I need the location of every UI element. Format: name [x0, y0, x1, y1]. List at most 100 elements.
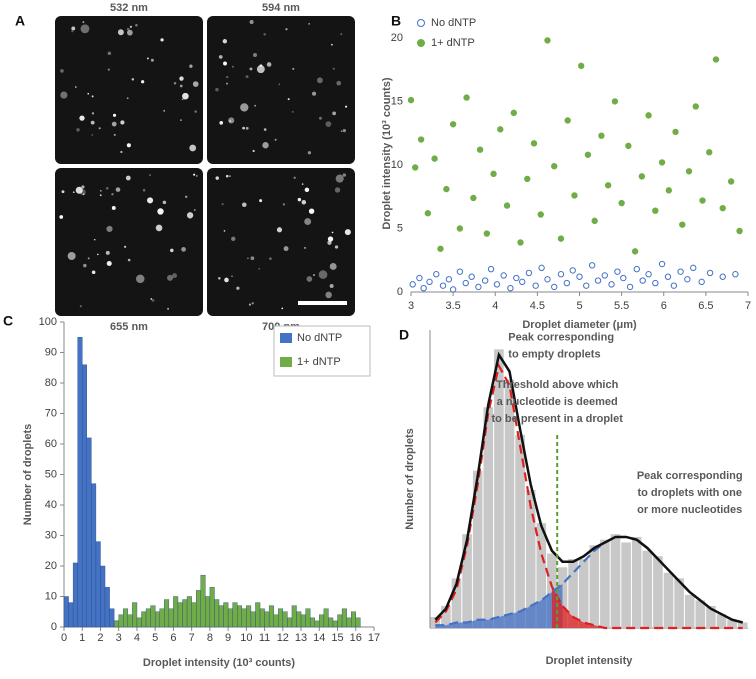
speckle: [194, 110, 197, 113]
x-tick-label: 9: [225, 632, 231, 644]
bar: [504, 379, 515, 628]
point: [677, 268, 684, 275]
legend-swatch: [280, 333, 292, 343]
point: [577, 62, 585, 70]
point: [503, 202, 511, 209]
point: [462, 279, 469, 287]
speckle: [147, 57, 149, 60]
point: [551, 163, 558, 170]
x-tick-label: 6.5: [698, 300, 713, 312]
speckle: [185, 195, 188, 198]
bar: [268, 605, 274, 628]
speckle: [126, 27, 130, 31]
speckle: [120, 120, 125, 125]
speckle: [215, 87, 219, 92]
legend-label: 1+ dNTP: [431, 37, 475, 49]
speckle: [105, 250, 110, 255]
point: [513, 274, 520, 282]
speckle: [332, 67, 335, 70]
bar: [296, 611, 302, 628]
point: [679, 221, 686, 228]
speckle: [331, 231, 334, 234]
panel-label: C: [3, 313, 13, 329]
y-tick-label: 10: [45, 590, 57, 602]
point: [576, 273, 583, 280]
speckle: [91, 270, 96, 275]
annotation: to droplets with one: [637, 487, 742, 499]
speckle: [126, 97, 129, 100]
speckle: [72, 191, 75, 194]
bar: [196, 590, 201, 628]
point: [530, 140, 538, 147]
point: [449, 286, 457, 293]
speckle: [150, 58, 154, 62]
legend-label: No dNTP: [431, 17, 476, 29]
speckle: [179, 84, 183, 88]
point: [614, 268, 621, 275]
speckle: [258, 267, 261, 270]
bar: [300, 614, 306, 628]
point: [665, 187, 673, 194]
bar: [332, 620, 338, 628]
legend-label: No dNTP: [297, 332, 342, 344]
speckle: [181, 98, 184, 101]
speckle: [311, 91, 317, 96]
bar: [118, 614, 124, 628]
legend-label: 1+ dNTP: [297, 356, 341, 368]
image-label: 594 nm: [262, 2, 300, 14]
speckle: [91, 134, 94, 136]
bar: [109, 608, 115, 628]
bar: [568, 559, 578, 628]
speckle: [245, 75, 249, 79]
speckle: [287, 98, 290, 101]
point: [456, 268, 464, 275]
point: [470, 194, 477, 202]
point: [719, 204, 726, 212]
y-tick-label: 10: [391, 159, 403, 171]
bar: [237, 605, 242, 628]
speckle: [97, 253, 99, 256]
bar: [273, 614, 279, 628]
bar: [525, 490, 536, 628]
speckle: [91, 95, 94, 98]
speckle: [172, 273, 178, 279]
x-tick-label: 12: [277, 632, 289, 644]
speckle: [283, 246, 289, 252]
bar: [186, 596, 192, 628]
speckle: [98, 127, 101, 130]
speckle: [167, 274, 174, 281]
x-tick-label: 0: [61, 632, 67, 644]
point: [672, 128, 679, 136]
x-tick-label: 1: [79, 632, 85, 644]
x-tick-label: 4.5: [530, 300, 545, 312]
point: [456, 225, 464, 232]
x-tick-label: 14: [313, 632, 325, 644]
panel-label: A: [15, 13, 25, 29]
point: [645, 271, 652, 278]
point: [437, 245, 444, 252]
y-tick-label: 0: [397, 286, 403, 298]
speckle: [186, 212, 194, 219]
bar: [536, 523, 547, 628]
point: [699, 197, 706, 204]
bar: [168, 608, 174, 628]
point: [658, 260, 666, 268]
speckle: [242, 126, 245, 130]
speckle: [254, 104, 257, 107]
x-tick-label: 5: [152, 632, 158, 644]
point: [571, 192, 578, 199]
speckle: [90, 120, 95, 125]
speckle: [316, 77, 323, 84]
x-tick-label: 17: [368, 632, 380, 644]
point: [412, 164, 419, 171]
speckle: [251, 302, 254, 305]
speckle: [107, 51, 112, 56]
speckle: [142, 188, 146, 192]
speckle: [306, 276, 313, 282]
speckle: [263, 128, 267, 131]
speckle: [335, 174, 344, 183]
bar: [355, 617, 361, 628]
speckle: [157, 208, 164, 215]
bar: [191, 602, 197, 628]
speckle: [83, 263, 87, 268]
